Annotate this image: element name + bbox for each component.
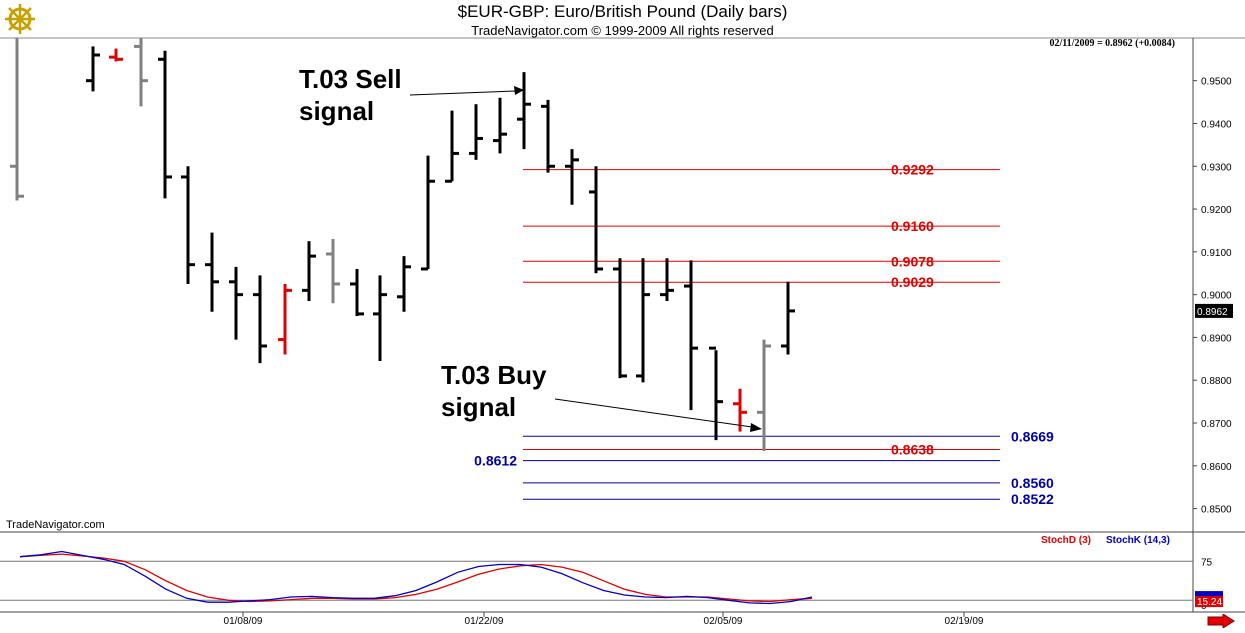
last-price-box (1195, 303, 1233, 318)
ohlc-bar (517, 72, 531, 150)
last-price-label: 0.8962 (1197, 307, 1228, 318)
ohlc-bar (421, 155, 435, 271)
ohlc-bar (205, 232, 219, 312)
level-label-0.9160: 0.9160 (891, 218, 934, 234)
y-tick-label: 0.8800 (1201, 376, 1232, 387)
y-tick-label: 0.9000 (1201, 291, 1232, 302)
level-label-0.9029: 0.9029 (891, 274, 934, 290)
level-label-0.8612: 0.8612 (474, 453, 517, 469)
ohlc-bar (278, 283, 292, 355)
stochd-value-box (1195, 596, 1223, 608)
ohlc-bar (181, 166, 195, 284)
ohlc-bar (660, 258, 674, 302)
y-tick-label: 0.9100 (1201, 248, 1232, 259)
chart-axes: 0.9500 0.9400 0.9300 0.9200 0.9100 0.9000 0.89… (0, 37, 1245, 627)
sell-signal-line2: signal (299, 96, 375, 126)
ohlc-bar (253, 275, 267, 364)
ohlc-bar (229, 266, 243, 340)
level-label-0.8638: 0.8638 (891, 442, 934, 458)
ohlc-bar (109, 48, 123, 62)
level-label-0.8669: 0.8669 (1011, 428, 1054, 444)
ohlc-bar (469, 104, 483, 160)
x-tick-label: 01/22/09 (465, 616, 504, 627)
level-lines: 0.9292 0.9160 0.9078 0.9029 0.8669 0.8638 0.86… (474, 162, 1054, 508)
y-tick-label: 0.9500 (1201, 77, 1232, 88)
legend-stochd: StochD (3) (1041, 535, 1091, 546)
ohlc-bar (134, 38, 148, 107)
ohlc-bar (565, 149, 579, 205)
y-tick-label: 0.9400 (1201, 119, 1232, 130)
ohlc-bar (684, 260, 698, 411)
level-label-0.8522: 0.8522 (1011, 491, 1054, 507)
level-label-0.9292: 0.9292 (891, 162, 934, 178)
copyright-subtitle: TradeNavigator.com © 1999-2009 All right… (471, 23, 774, 38)
scroll-right-arrow-icon[interactable] (1207, 613, 1235, 633)
ohlc-bar (733, 388, 747, 432)
ohlc-bar (541, 99, 555, 173)
stoch-y-tick-label: 75 (1201, 557, 1213, 568)
buy-arrow-line (554, 398, 753, 428)
y-tick-label: 0.9200 (1201, 205, 1232, 216)
annotation-arrows (409, 86, 762, 432)
level-label-0.8560: 0.8560 (1011, 475, 1054, 491)
buy-signal-line2: signal (441, 392, 517, 422)
ohlc-bar (709, 346, 723, 441)
ohlc-bar (493, 97, 507, 154)
legend-stochk: StochK (14,3) (1106, 535, 1170, 546)
ohlc-bar (397, 256, 411, 312)
buy-arrow-head (750, 423, 762, 432)
sell-signal-annotation: T.03 Sell signal (299, 63, 402, 127)
stochk-value-box (1195, 591, 1223, 599)
x-tick-label: 02/19/09 (945, 616, 984, 627)
chart-title: $EUR-GBP: Euro/British Pound (Daily bars… (457, 2, 788, 21)
stoch-series-stochk (19, 550, 813, 605)
ohlc-bar (326, 239, 340, 304)
ohlc-bar (445, 110, 459, 183)
x-tick-label: 02/05/09 (704, 616, 743, 627)
ohlc-bar (86, 46, 100, 92)
y-tick-label: 0.8500 (1201, 505, 1232, 516)
y-tick-label: 0.9300 (1201, 162, 1232, 173)
y-tick-label: 0.8900 (1201, 333, 1232, 344)
y-tick-label: 0.8600 (1201, 462, 1232, 473)
ohlc-bar (589, 166, 603, 274)
ohlc-bar (302, 241, 316, 302)
ohlc-bar (373, 275, 387, 361)
stoch-last-value-label: 15.24 (1197, 597, 1222, 608)
ohlc-bar (757, 339, 771, 451)
sell-signal-line1: T.03 Sell (299, 64, 402, 94)
y-tick-label: 0.8700 (1201, 419, 1232, 430)
level-label-0.9078: 0.9078 (891, 253, 934, 269)
ohlc-bar (613, 258, 627, 379)
ship-wheel-logo-icon (2, 2, 38, 36)
ohlc-bar (636, 258, 650, 383)
buy-signal-line1: T.03 Buy (441, 360, 547, 390)
ohlc-bar (350, 268, 364, 317)
sell-arrow-head (514, 86, 524, 95)
ohlc-bar (158, 50, 172, 199)
ohlc-bar (781, 281, 795, 355)
x-tick-label: 01/08/09 (224, 616, 263, 627)
ohlc-bars (10, 38, 795, 451)
last-price-info: 02/11/2009 = 0.8962 (+0.0084) (1049, 38, 1175, 49)
buy-signal-annotation: T.03 Buy signal (441, 359, 547, 423)
sell-arrow-line (409, 90, 516, 96)
watermark: TradeNavigator.com (6, 519, 105, 531)
stochastic-panel: 75015.24 (0, 550, 1223, 612)
ohlc-bar (10, 38, 24, 201)
